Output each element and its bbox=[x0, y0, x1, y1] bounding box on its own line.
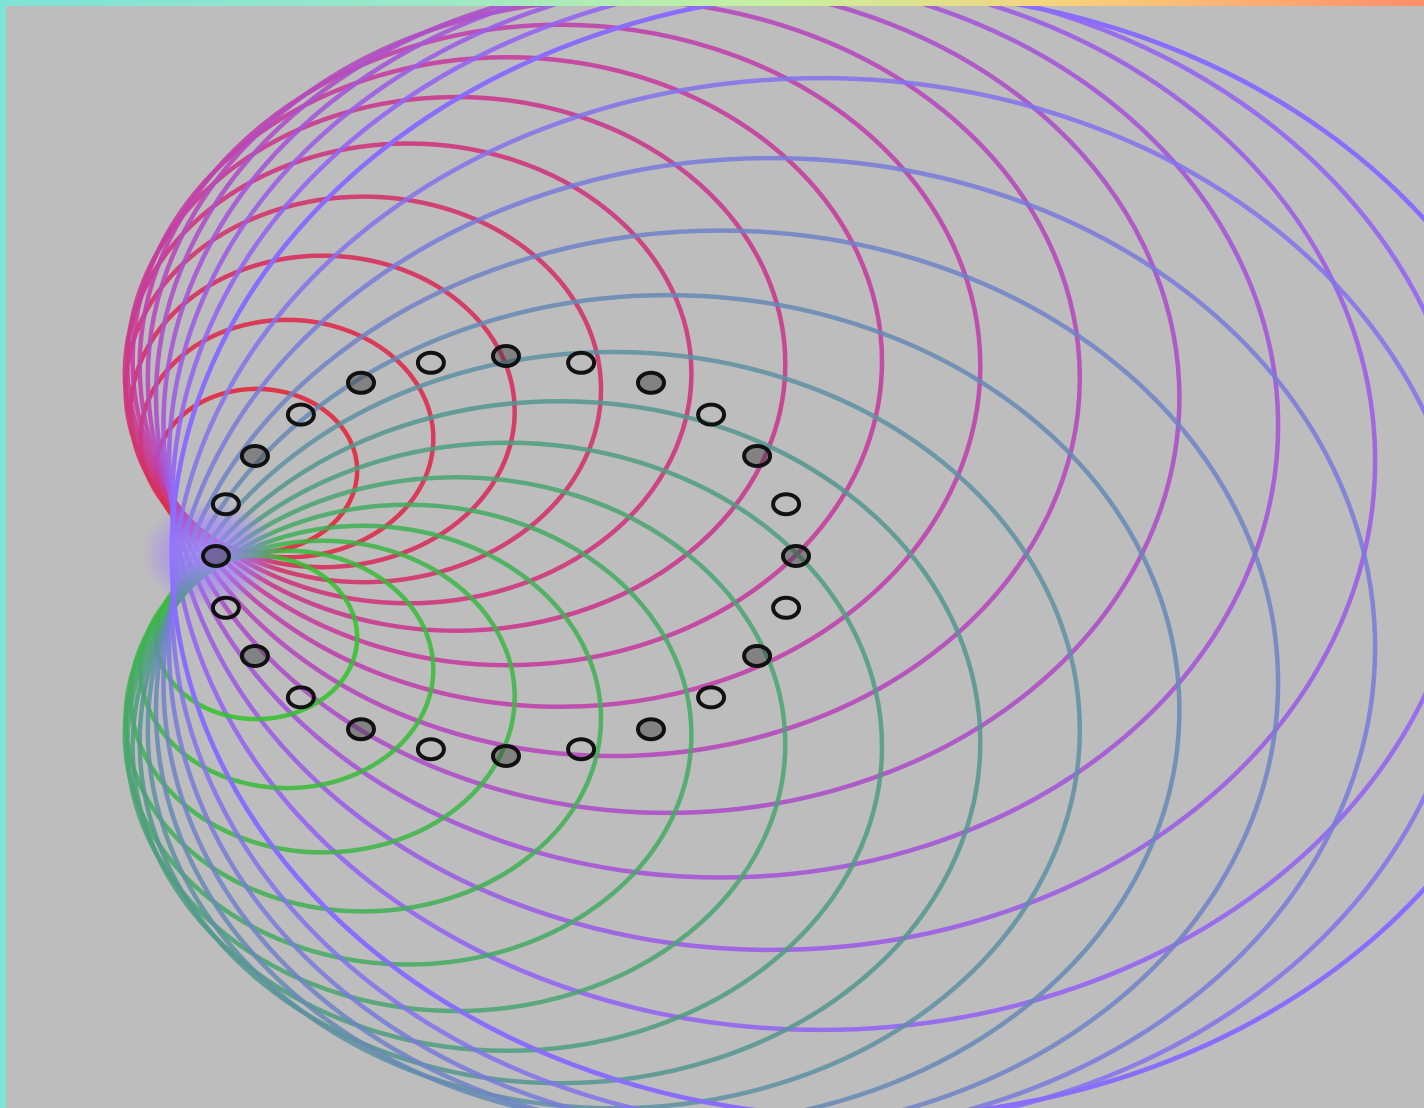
diagram-canvas bbox=[6, 6, 1424, 1108]
lower-circle bbox=[161, 228, 1281, 1108]
point-marker bbox=[346, 370, 376, 395]
point-marker bbox=[566, 737, 597, 762]
point-marker bbox=[781, 544, 811, 568]
lower-circle bbox=[145, 349, 1082, 1108]
lower-circle bbox=[153, 292, 1182, 1108]
point-marker bbox=[566, 350, 597, 375]
point-marker bbox=[742, 644, 773, 668]
upper-circle bbox=[153, 6, 1182, 816]
point-marker bbox=[346, 717, 376, 742]
cardioid-diagram bbox=[122, 6, 1424, 1108]
point-marker bbox=[742, 444, 773, 468]
lower-circle bbox=[130, 440, 885, 1054]
point-marker bbox=[239, 644, 270, 668]
point-marker bbox=[210, 595, 241, 620]
cusp-glow bbox=[141, 499, 281, 609]
upper-circle bbox=[130, 54, 885, 668]
point-marker bbox=[285, 685, 316, 710]
point-marker bbox=[636, 370, 666, 395]
upper-circle bbox=[137, 22, 983, 710]
upper-circle bbox=[161, 6, 1281, 880]
lower-circle bbox=[137, 398, 983, 1086]
point-marker bbox=[415, 737, 446, 762]
point-marker bbox=[285, 402, 316, 427]
marker-group bbox=[201, 344, 811, 768]
point-marker bbox=[696, 402, 727, 427]
point-marker bbox=[239, 444, 270, 468]
upper-circle bbox=[167, 6, 1378, 953]
lower-circle bbox=[122, 502, 694, 967]
point-marker bbox=[201, 544, 231, 568]
point-marker bbox=[636, 717, 666, 742]
point-marker bbox=[415, 350, 446, 375]
upper-circle-group bbox=[122, 6, 1424, 1108]
point-marker bbox=[491, 344, 521, 368]
lower-circle bbox=[167, 155, 1378, 1108]
point-marker bbox=[771, 492, 802, 517]
upper-circle bbox=[145, 6, 1082, 759]
point-marker bbox=[210, 492, 241, 517]
point-marker bbox=[771, 595, 802, 620]
point-marker bbox=[696, 685, 727, 710]
point-marker bbox=[491, 744, 521, 768]
